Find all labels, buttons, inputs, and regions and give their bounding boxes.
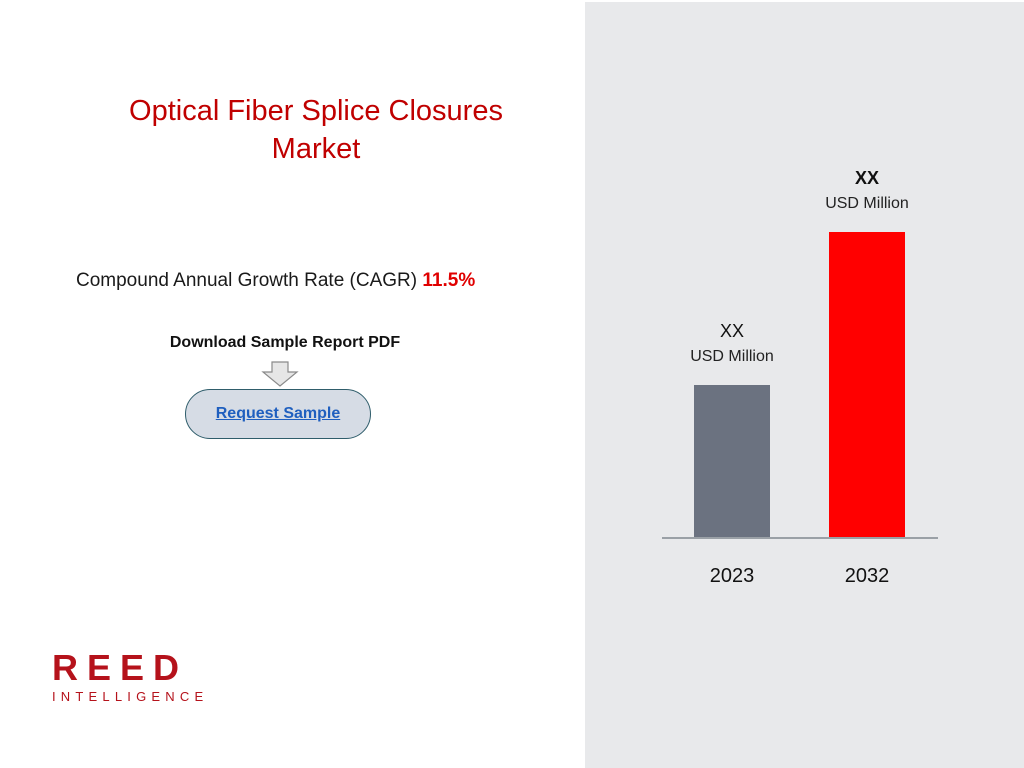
bar-2023	[694, 385, 770, 538]
down-arrow-icon	[261, 361, 299, 387]
bar-2032	[829, 232, 905, 538]
cagr-value: 11.5%	[422, 270, 476, 291]
logo-main-text: REED	[52, 647, 189, 688]
download-label: Download Sample Report PDF	[169, 334, 401, 351]
cagr-line: Compound Annual Growth Rate (CAGR) 11.5%	[76, 270, 475, 292]
request-sample-button[interactable]: Request Sample	[185, 389, 371, 439]
request-sample-link[interactable]: Request Sample	[215, 405, 341, 422]
data-label-value-2023: XX	[720, 321, 744, 341]
page-title: Optical Fiber Splice Closures Market	[129, 95, 503, 165]
chart-panel	[585, 2, 1024, 768]
logo-sub-text: INTELLIGENCE	[52, 689, 209, 704]
data-label-unit-2023: USD Million	[690, 348, 774, 365]
cagr-label: Compound Annual Growth Rate (CAGR)	[76, 270, 418, 291]
reed-intelligence-logo: REED INTELLIGENCE	[52, 650, 222, 704]
data-label-unit-2032: USD Million	[825, 195, 909, 212]
x-tick-label-2032: 2032	[845, 565, 890, 587]
x-tick-label-2023: 2023	[710, 565, 755, 587]
market-size-bar-chart: XX USD Million 2023 XX USD Million 2032	[662, 168, 938, 587]
left-panel	[0, 0, 585, 768]
data-label-value-2032: XX	[855, 168, 879, 188]
